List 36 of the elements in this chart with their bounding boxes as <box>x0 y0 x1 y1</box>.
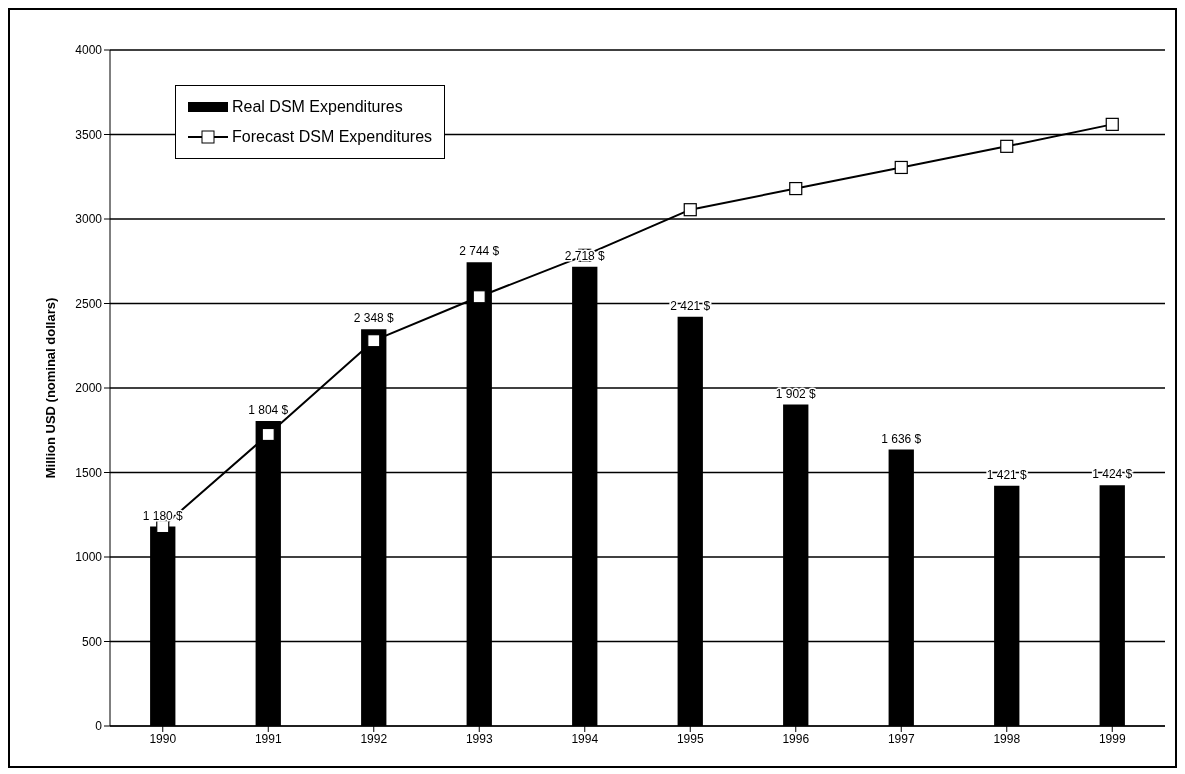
x-tick-label: 1999 <box>1098 731 1126 746</box>
x-tick-label: 1995 <box>676 731 704 746</box>
y-tick-label: 500 <box>81 634 103 649</box>
x-tick-label: 1994 <box>571 731 599 746</box>
point <box>789 181 803 196</box>
point <box>261 427 275 442</box>
y-tick-label: 1000 <box>75 550 103 565</box>
point <box>367 334 381 348</box>
data-label: 1 902 $ <box>775 386 817 401</box>
y-tick-label: 3000 <box>75 212 103 227</box>
x-tick-label: 1997 <box>887 731 915 746</box>
x-tick-label: 1993 <box>465 731 493 746</box>
y-tick-label: 1500 <box>75 465 103 480</box>
x-tick-label: 1996 <box>782 731 810 746</box>
data-label: 1 180 $ <box>142 508 184 523</box>
x-tick-label: 1990 <box>149 731 177 746</box>
y-tick-label: 2500 <box>75 296 103 311</box>
y-tick-label: 4000 <box>75 43 103 58</box>
point <box>683 203 697 217</box>
legend-label: Forecast DSM Expenditures <box>232 128 433 146</box>
y-tick-label: 2000 <box>75 381 103 396</box>
x-tick-label: 1992 <box>360 731 388 746</box>
y-axis-title: Million USD (nominal dollars) <box>42 297 58 479</box>
data-label: 2 348 $ <box>353 311 395 326</box>
data-label: 1 636 $ <box>881 431 922 446</box>
x-tick-label: 1991 <box>254 731 282 746</box>
point <box>472 290 486 304</box>
data-label: 2 744 $ <box>459 244 500 259</box>
x-tick-label: 1998 <box>993 731 1021 746</box>
point <box>1000 139 1014 153</box>
y-tick-label: 0 <box>95 719 103 734</box>
y-tick-label: 3500 <box>75 127 103 142</box>
legend-label: Real DSM Expenditures <box>232 98 403 116</box>
point <box>894 160 908 175</box>
point <box>1105 117 1119 131</box>
data-label: 1 804 $ <box>248 403 289 418</box>
